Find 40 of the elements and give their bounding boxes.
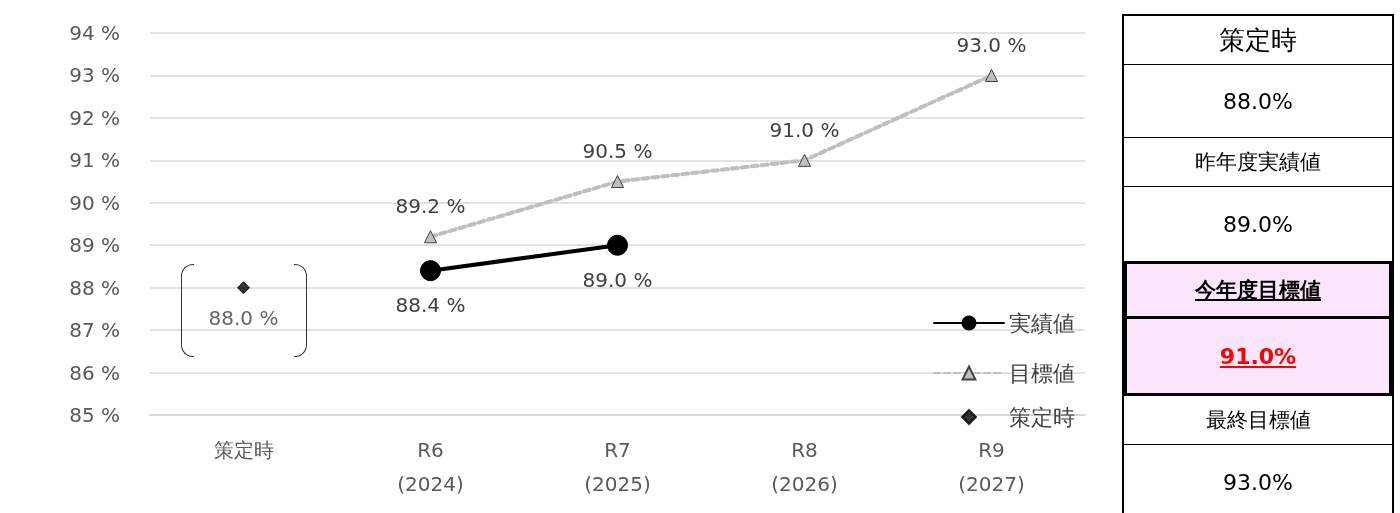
- y-tick-label: 93 %: [69, 63, 120, 88]
- data-label: 88.0 %: [208, 306, 279, 331]
- point: [985, 68, 998, 82]
- x-tick-label: R6 (2024): [397, 438, 464, 496]
- y-tick-label: 90 %: [69, 190, 120, 215]
- point: [798, 153, 811, 167]
- text: 89.0%: [1124, 186, 1392, 261]
- text: 今年度目標値: [1124, 261, 1392, 316]
- point: [237, 281, 250, 295]
- text: 91.0%: [1124, 316, 1392, 393]
- data-label: 90.5 %: [582, 139, 653, 164]
- x-tick-label: R7 (2025): [584, 438, 651, 496]
- x-tick-label: R9 (2027): [958, 438, 1025, 496]
- data-label: 91.0 %: [769, 117, 840, 142]
- data-label: 89.2 %: [395, 194, 466, 219]
- text: 93.0%: [1124, 444, 1392, 513]
- y-tick-label: 87 %: [69, 318, 120, 343]
- y-tick-label: 92 %: [69, 105, 120, 130]
- x-tick-label: R8 (2026): [771, 438, 838, 496]
- data-label: 89.0 %: [582, 267, 653, 292]
- data-label: 93.0 %: [956, 32, 1027, 57]
- text: 昨年度実績値: [1124, 137, 1392, 186]
- y-tick-label: 94 %: [69, 21, 120, 45]
- point: [611, 175, 624, 189]
- text: 最終目標値: [1124, 393, 1392, 444]
- text: 88.0%: [1124, 64, 1392, 137]
- data-label: 88.4 %: [395, 293, 466, 318]
- text: 策定時: [1124, 16, 1392, 64]
- point: [607, 234, 628, 256]
- x-tick-label: 策定時: [213, 438, 274, 462]
- point: [420, 260, 441, 282]
- y-tick-label: 85 %: [69, 403, 120, 427]
- y-tick-label: 86 %: [69, 360, 120, 385]
- y-tick-label: 88 %: [69, 275, 120, 300]
- legend-label: 実績値: [1009, 310, 1075, 336]
- legend-label: 目標値: [1009, 360, 1075, 386]
- legend-label: 策定時: [1009, 404, 1075, 430]
- point: [424, 230, 437, 244]
- y-tick-label: 91 %: [69, 148, 120, 173]
- y-tick-label: 89 %: [69, 233, 120, 258]
